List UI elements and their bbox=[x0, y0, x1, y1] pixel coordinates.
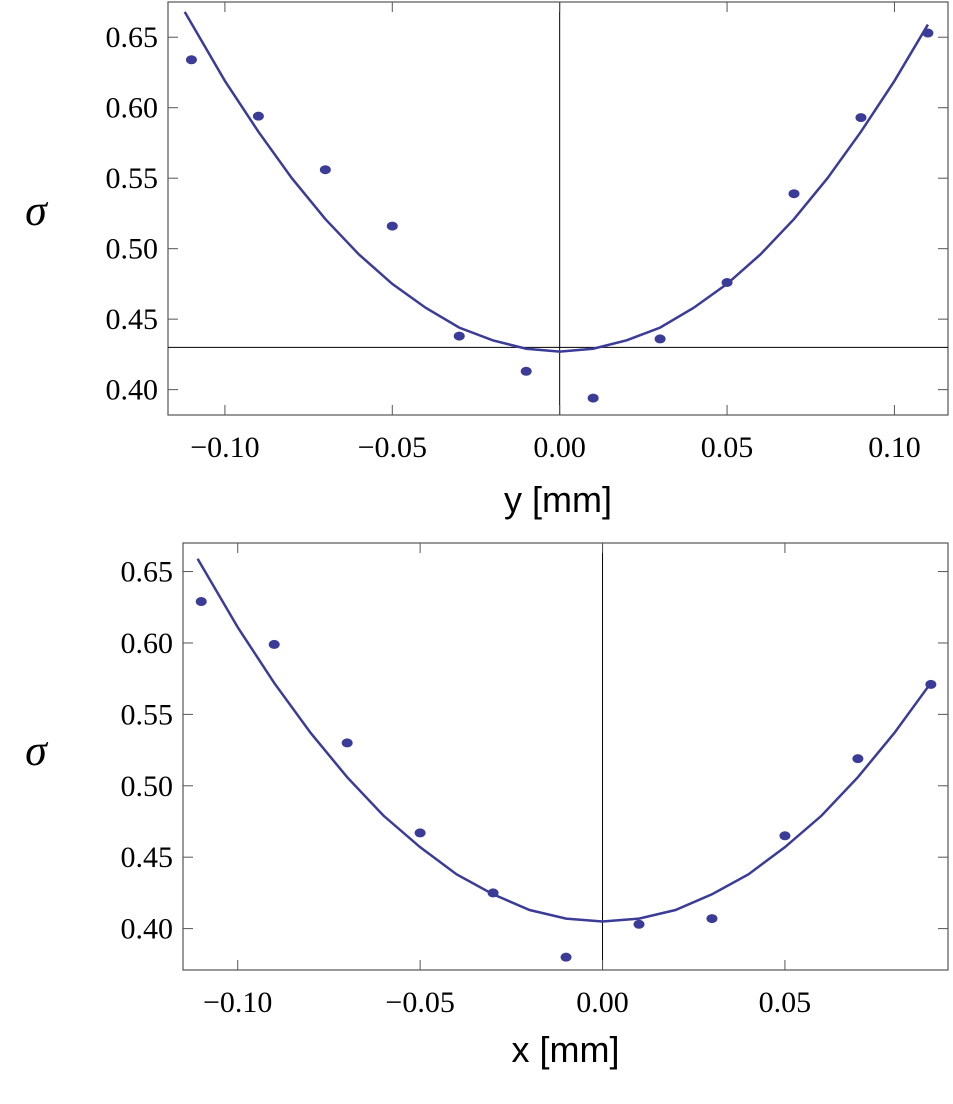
y-tick-label: 0.40 bbox=[106, 374, 159, 407]
x-tick-label: 0.10 bbox=[868, 431, 921, 464]
y-axis-label: σ bbox=[25, 726, 49, 775]
y-tick-label: 0.55 bbox=[121, 698, 174, 731]
data-point bbox=[341, 738, 353, 748]
x-tick-label: −0.05 bbox=[385, 986, 454, 1019]
data-point bbox=[453, 331, 465, 341]
y-tick-label: 0.60 bbox=[106, 92, 159, 125]
data-point bbox=[252, 111, 264, 121]
data-point bbox=[654, 334, 666, 344]
y-tick-label: 0.55 bbox=[106, 162, 159, 195]
plot-frame bbox=[167, 1, 949, 416]
x-tick-label: 0.00 bbox=[576, 986, 629, 1019]
data-point bbox=[386, 221, 398, 231]
y-tick-label: 0.45 bbox=[121, 841, 174, 874]
data-point bbox=[706, 914, 718, 924]
y-tick-label: 0.65 bbox=[121, 556, 174, 589]
data-point bbox=[520, 366, 532, 376]
y-tick-label: 0.40 bbox=[121, 913, 174, 946]
data-point bbox=[560, 952, 572, 962]
data-point bbox=[185, 55, 197, 65]
y-tick-label: 0.50 bbox=[121, 770, 174, 803]
data-point bbox=[852, 754, 864, 764]
x-tick-label: −0.05 bbox=[358, 431, 427, 464]
data-point bbox=[788, 189, 800, 199]
x-axis-label: x [mm] bbox=[512, 1029, 620, 1070]
fit-curve bbox=[183, 11, 929, 353]
x-tick-label: 0.05 bbox=[701, 431, 754, 464]
y-tick-label: 0.50 bbox=[106, 233, 159, 266]
data-point bbox=[414, 828, 426, 838]
x-axis-label: y [mm] bbox=[504, 479, 612, 520]
data-point bbox=[855, 113, 867, 123]
y-axis-label: σ bbox=[25, 186, 49, 235]
data-point bbox=[779, 831, 791, 841]
fit-curve bbox=[196, 558, 932, 923]
data-point bbox=[319, 165, 331, 175]
data-point bbox=[195, 597, 207, 607]
y-tick-label: 0.45 bbox=[106, 303, 159, 336]
y-tick-label: 0.65 bbox=[106, 21, 159, 54]
x-tick-label: 0.05 bbox=[759, 986, 812, 1019]
x-tick-label: 0.00 bbox=[533, 431, 586, 464]
plot-frame bbox=[182, 542, 949, 971]
x-tick-label: −0.10 bbox=[203, 986, 272, 1019]
x-tick-label: −0.10 bbox=[190, 431, 259, 464]
y-tick-label: 0.60 bbox=[121, 627, 174, 660]
data-point bbox=[633, 919, 645, 929]
data-point bbox=[587, 393, 599, 403]
data-point bbox=[268, 639, 280, 649]
